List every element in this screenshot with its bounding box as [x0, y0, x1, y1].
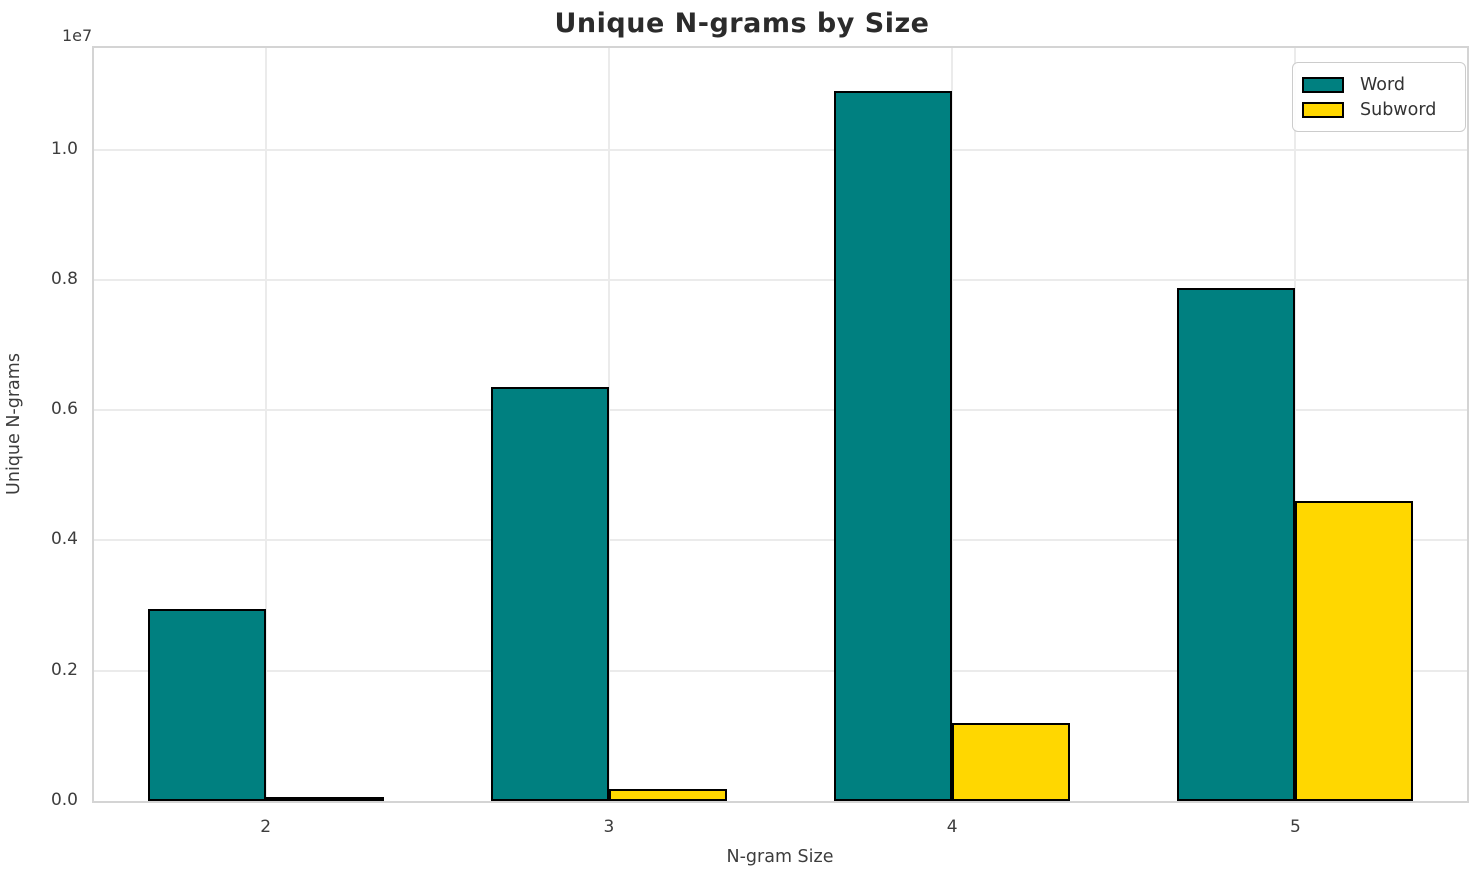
y-tick-label: 0.4 [50, 529, 78, 550]
legend-label: Subword [1360, 99, 1437, 120]
bar-subword-2 [265, 797, 384, 801]
gridline-vertical [607, 48, 610, 801]
gridline-vertical [951, 48, 954, 801]
y-tick-label: 0.8 [50, 268, 78, 289]
legend-label: Word [1360, 74, 1405, 95]
chart-title: Unique N-grams by Size [554, 8, 930, 39]
legend: Word Subword [1292, 62, 1466, 132]
gridline-horizontal [94, 148, 1467, 151]
gridline-vertical [1294, 48, 1297, 801]
legend-item-subword: Subword [1302, 97, 1453, 122]
plot-area [92, 46, 1469, 803]
y-tick-label: 0.6 [50, 399, 78, 420]
x-tick-label: 3 [603, 817, 615, 837]
bar-word-4 [834, 91, 953, 801]
x-tick-label: 5 [1289, 817, 1301, 837]
x-tick-label: 2 [260, 817, 272, 837]
bar-word-2 [147, 608, 266, 801]
gridline-vertical [264, 48, 267, 801]
y-tick-label: 0.0 [50, 790, 78, 810]
y-tick-label: 1.0 [50, 138, 78, 159]
gridline-horizontal [94, 278, 1467, 281]
gridline-horizontal [94, 669, 1467, 672]
bar-word-3 [490, 387, 609, 801]
gridline-horizontal [94, 539, 1467, 542]
y-axis-label: Unique N-grams [4, 353, 24, 495]
x-tick-label: 4 [946, 817, 958, 837]
y-axis-offset-label: 1e7 [62, 26, 93, 45]
legend-swatch-icon [1302, 101, 1344, 118]
x-axis-label: N-gram Size [726, 847, 834, 867]
bar-subword-5 [1295, 501, 1414, 801]
y-tick-label: 0.2 [50, 659, 78, 680]
bar-subword-4 [952, 722, 1071, 801]
legend-item-word: Word [1302, 72, 1453, 97]
bar-word-5 [1177, 288, 1296, 801]
gridline-horizontal [94, 409, 1467, 412]
bar-subword-3 [608, 789, 727, 801]
legend-swatch-icon [1302, 76, 1344, 93]
